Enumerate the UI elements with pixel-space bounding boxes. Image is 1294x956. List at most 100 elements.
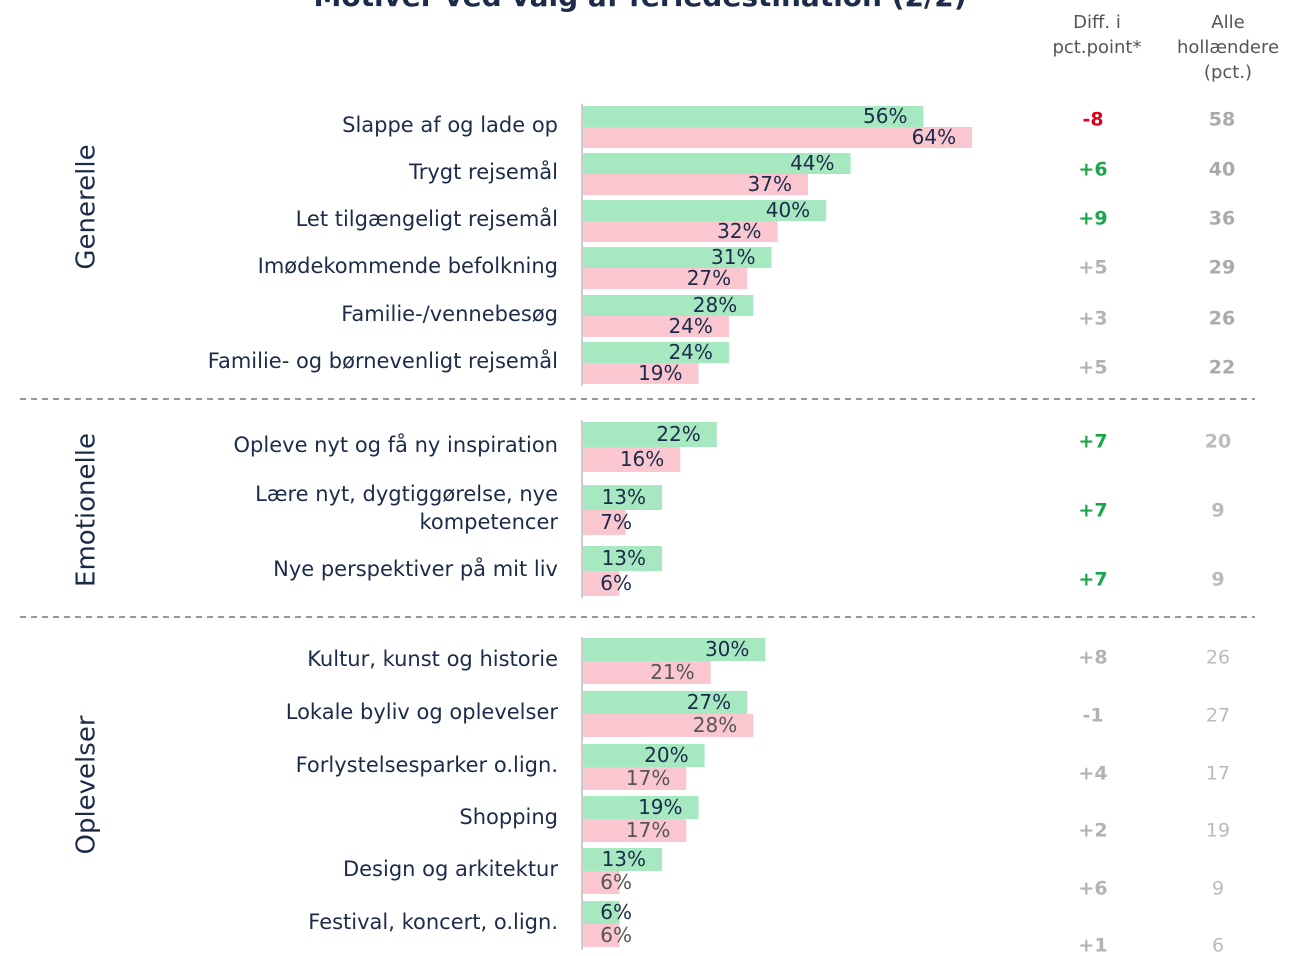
group-label: Oplevelser (72, 715, 102, 854)
diff-value: +5 (1078, 357, 1107, 379)
category-label: Imødekommende befolkning (257, 254, 558, 278)
bar (583, 363, 699, 384)
category-label: Slappe af og lade op (342, 113, 558, 137)
value-label: 64% (912, 125, 956, 149)
bar (583, 268, 748, 289)
value-label: 28% (693, 293, 737, 317)
value-label: 56% (863, 104, 907, 128)
category-label: Kultur, kunst og historie (307, 647, 558, 671)
bar (583, 174, 808, 195)
value-label: 16% (620, 447, 664, 471)
bar (583, 342, 729, 363)
value-label: 37% (748, 172, 792, 196)
category-label: Familie- og børnevenligt rejsemål (207, 349, 558, 373)
value-label: 7% (600, 510, 632, 534)
all-value: 19 (1206, 820, 1230, 842)
category-label: Opleve nyt og få ny inspiration (233, 433, 558, 457)
diff-value: +2 (1078, 820, 1107, 842)
bar (583, 510, 626, 535)
value-label: 24% (668, 314, 712, 338)
category-label: Trygt rejsemål (409, 160, 558, 184)
value-label: 6% (600, 923, 632, 947)
bar (583, 661, 711, 684)
value-label: 27% (687, 266, 731, 290)
value-label: 27% (687, 690, 731, 714)
bar (583, 447, 681, 472)
all-value: 27 (1206, 705, 1230, 727)
category-label: Shopping (459, 805, 558, 829)
value-label: 19% (638, 795, 682, 819)
value-label: 20% (644, 743, 688, 767)
bar (583, 571, 620, 596)
diff-header: Diff. i pct.point* (1052, 12, 1142, 58)
value-label: 22% (656, 422, 700, 446)
category-label: Let tilgængeligt rejsemål (295, 207, 558, 231)
all-value: 17 (1206, 763, 1230, 785)
bar (583, 796, 699, 819)
chart-title: Motiver ved valg af feriedestination (2/… (313, 0, 966, 13)
bar (583, 848, 663, 871)
bar (583, 316, 729, 337)
bar (583, 127, 973, 148)
value-label: 31% (711, 245, 755, 269)
category-label: Nye perspektiver på mit liv (273, 557, 558, 581)
category-label: Design og arkitektur (342, 857, 558, 881)
value-label: 24% (668, 340, 712, 364)
bar (583, 744, 705, 767)
bar (583, 546, 663, 571)
category-label: Lære nyt, dygtiggørelse, nye kompetencer (255, 482, 558, 534)
diff-value: +4 (1078, 763, 1107, 785)
all-value: 26 (1206, 647, 1230, 669)
all-value: 22 (1209, 357, 1235, 379)
bar (583, 221, 778, 242)
diff-value: +6 (1078, 878, 1107, 900)
all-value: 40 (1209, 159, 1235, 181)
diff-value: +7 (1078, 500, 1107, 522)
value-label: 13% (602, 485, 646, 509)
diff-value: +7 (1078, 569, 1107, 591)
all-value: 29 (1209, 257, 1235, 279)
group-label: Emotionelle (72, 433, 102, 587)
value-label: 19% (638, 361, 682, 385)
diff-value: -8 (1082, 109, 1103, 131)
category-label: Festival, koncert, o.lign. (308, 910, 558, 934)
bar (583, 819, 687, 842)
all-header: Alle hollændere (pct.) (1176, 12, 1280, 83)
value-label: 6% (600, 900, 632, 924)
bar (583, 871, 620, 894)
bar (583, 422, 717, 447)
category-label: Lokale byliv og oplevelser (285, 700, 558, 724)
value-label: 40% (766, 198, 810, 222)
diff-value: +8 (1078, 647, 1107, 669)
value-label: 30% (705, 637, 749, 661)
all-value: 9 (1211, 500, 1224, 522)
bar (583, 901, 620, 924)
value-label: 6% (600, 870, 632, 894)
bar (583, 485, 663, 510)
value-label: 6% (600, 571, 632, 595)
all-value: 36 (1209, 208, 1235, 230)
bar (583, 153, 851, 174)
diff-value: -1 (1082, 705, 1103, 727)
bar (583, 924, 620, 947)
bar (583, 714, 754, 737)
diff-value: +7 (1078, 431, 1107, 453)
value-label: 32% (717, 219, 761, 243)
value-label: 17% (626, 818, 670, 842)
diff-value: +5 (1078, 257, 1107, 279)
diff-value: +9 (1078, 208, 1107, 230)
bar (583, 691, 748, 714)
diff-value: +3 (1078, 308, 1107, 330)
all-value: 9 (1212, 878, 1224, 900)
bar (583, 767, 687, 790)
value-label: 17% (626, 766, 670, 790)
group-label: Generelle (72, 144, 102, 269)
all-value: 9 (1211, 569, 1224, 591)
all-value: 6 (1212, 935, 1224, 956)
bar (583, 247, 772, 268)
value-label: 13% (602, 546, 646, 570)
category-label: Forlystelsesparker o.lign. (295, 753, 558, 777)
all-value: 20 (1205, 431, 1231, 453)
